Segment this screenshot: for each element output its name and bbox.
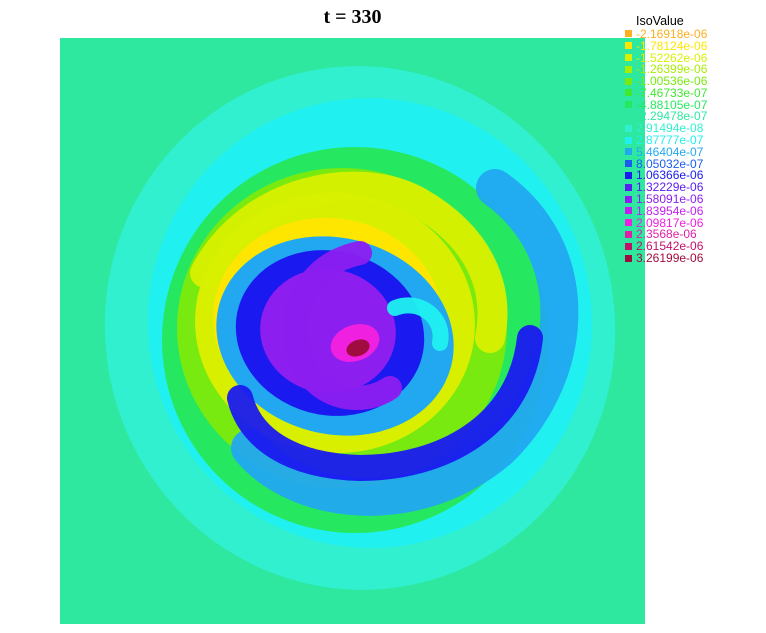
legend-label: 1.32229e-06	[636, 180, 704, 195]
legend-label: -2.29478e-07	[636, 109, 708, 124]
legend-label: 1.06366e-06	[636, 168, 704, 183]
legend-swatch	[625, 195, 632, 203]
legend-entry: -7.46733e-07	[625, 87, 765, 99]
legend-entry: -1.52262e-06	[625, 52, 765, 64]
legend-swatch	[625, 242, 632, 250]
legend-entry: 2.61542e-06	[625, 240, 765, 252]
legend-swatch	[625, 112, 632, 120]
legend-label: 8.05032e-07	[636, 156, 704, 171]
legend-label: 3.26199e-06	[636, 251, 704, 266]
legend-label: -1.26399e-06	[636, 62, 708, 77]
spiral-arm	[283, 241, 402, 410]
legend-label: 2.3568e-06	[636, 227, 697, 242]
legend-label: -1.52262e-06	[636, 50, 708, 65]
legend-entry: 2.09817e-06	[625, 217, 765, 229]
legend-entry: -2.16918e-06	[625, 28, 765, 40]
legend-swatch	[625, 160, 632, 168]
legend-swatch	[625, 148, 632, 156]
legend-swatch	[625, 65, 632, 73]
legend-label: -4.88105e-07	[636, 97, 708, 112]
legend-title: IsoValue	[636, 14, 684, 28]
spiral-arm	[231, 169, 579, 516]
legend-entry: -2.29478e-07	[625, 109, 765, 124]
legend-label: -1.78124e-06	[636, 38, 708, 53]
legend-swatch	[625, 136, 632, 144]
legend-entry: 3.26199e-06	[625, 252, 765, 264]
legend-label: 1.58091e-06	[636, 192, 704, 207]
legend-entry: 2.87777e-07	[625, 134, 765, 146]
legend-entry: 1.32229e-06	[625, 181, 765, 193]
legend-swatch	[625, 183, 632, 191]
spiral-arm	[190, 171, 508, 353]
legend-entry: 2.3568e-06	[625, 227, 765, 242]
legend-entry: 8.05032e-07	[625, 158, 765, 170]
legend-entry: 1.06366e-06	[625, 168, 765, 183]
legend: IsoValue -2.16918e-06 -1.78124e-06 -1.5226…	[625, 14, 765, 264]
legend-swatch	[625, 207, 632, 215]
legend-swatch	[625, 53, 632, 61]
legend-label: 1.83954e-06	[636, 203, 704, 218]
legend-swatch	[625, 254, 632, 262]
chart-title: t = 330	[323, 6, 382, 28]
legend-swatch	[625, 42, 632, 50]
legend-label: 2.91494e-08	[636, 121, 704, 136]
legend-entry: 5.46404e-07	[625, 146, 765, 158]
contour-plot	[60, 38, 645, 624]
legend-label: 2.87777e-07	[636, 133, 704, 148]
legend-label: -1.00536e-06	[636, 74, 708, 89]
legend-label: 5.46404e-07	[636, 144, 704, 159]
legend-label: 2.61542e-06	[636, 239, 704, 254]
spiral-arm	[227, 325, 543, 482]
legend-swatch	[625, 101, 632, 109]
legend-swatch	[625, 77, 632, 85]
legend-entry: -4.88105e-07	[625, 99, 765, 111]
legend-entry: 2.91494e-08	[625, 122, 765, 134]
legend-entry: -1.78124e-06	[625, 40, 765, 52]
legend-swatch	[625, 89, 632, 97]
legend-label: 2.09817e-06	[636, 215, 704, 230]
legend-swatch	[625, 230, 632, 238]
legend-swatch	[625, 124, 632, 132]
legend-entry: 1.83954e-06	[625, 205, 765, 217]
contour-band	[346, 339, 370, 357]
spiral-arm	[387, 297, 449, 351]
legend-swatch	[625, 171, 632, 179]
legend-label: -7.46733e-07	[636, 85, 708, 100]
legend-swatch	[625, 219, 632, 227]
legend-swatch	[625, 30, 632, 38]
legend-entry: -1.26399e-06	[625, 63, 765, 75]
legend-label: -2.16918e-06	[636, 26, 708, 41]
legend-entry: 1.58091e-06	[625, 193, 765, 205]
legend-entry: -1.00536e-06	[625, 75, 765, 87]
